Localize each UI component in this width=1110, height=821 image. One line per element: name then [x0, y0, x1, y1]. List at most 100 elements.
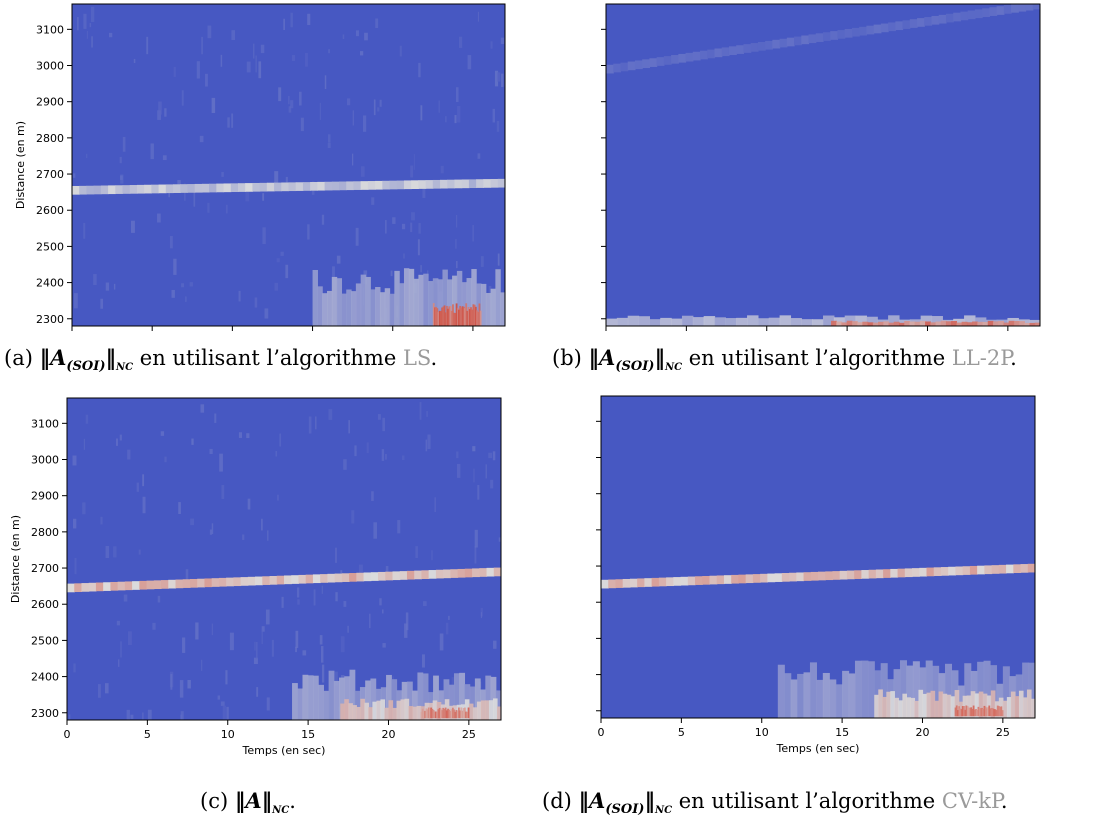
y-tick-label: 3000 — [31, 454, 59, 467]
heatmap-noise-cell — [422, 185, 426, 198]
heatmap-noise-cell — [264, 308, 269, 319]
heatmap-noise-cell — [472, 446, 476, 452]
heatmap-noise-cell — [290, 12, 293, 28]
heatmap-noise-cell — [205, 73, 208, 87]
heatmap-noise-cell — [127, 449, 131, 460]
heatmap-noise-cell — [296, 587, 300, 598]
band-cell — [95, 582, 104, 592]
heatmap-noise-cell — [90, 6, 95, 22]
heatmap-noise-cell — [147, 709, 152, 720]
blob-cell — [1026, 689, 1032, 718]
heatmap-noise-cell — [288, 106, 292, 113]
blob-cell — [867, 661, 875, 718]
heatmap-noise-cell — [220, 54, 223, 67]
heatmap-noise-cell — [348, 420, 350, 434]
heatmap-noise-cell — [142, 496, 146, 514]
heatmap-noise-cell — [500, 37, 505, 45]
band-cell — [866, 25, 875, 35]
band-cell — [490, 178, 499, 188]
y-tick-label: 2300 — [36, 313, 64, 326]
band-cell — [367, 181, 376, 190]
heatmap-noise-cell — [373, 522, 378, 539]
heatmap-noise-cell — [467, 55, 472, 70]
heatmap-noise-cell — [196, 61, 200, 79]
heatmap-noise-cell — [410, 165, 414, 178]
blob-cell — [476, 310, 478, 326]
heatmap-noise-cell — [256, 687, 259, 697]
blob-cell — [990, 690, 996, 718]
band-cell — [353, 181, 362, 190]
band-cell — [926, 567, 935, 577]
blob-cell — [979, 708, 982, 717]
heatmap-noise-cell — [142, 712, 144, 720]
blob-cell — [801, 319, 813, 326]
blob-cell — [431, 708, 434, 719]
band-cell — [1018, 4, 1027, 12]
heatmap-noise-cell — [262, 193, 265, 201]
band-cell — [218, 577, 227, 587]
blob-cell — [1008, 320, 1015, 326]
heatmap-noise-cell — [340, 675, 345, 680]
heatmap-noise-cell — [260, 44, 265, 54]
heatmap-noise-cell — [385, 220, 387, 234]
heatmap-noise-cell — [308, 416, 312, 434]
heatmap-noise-cell — [343, 459, 347, 470]
band-cell — [969, 565, 978, 575]
blob-cell — [466, 278, 472, 326]
heatmap-noise-cell — [274, 282, 279, 291]
blob-cell — [1003, 322, 1010, 326]
blob-cell — [450, 310, 453, 326]
heatmap-noise-cell — [477, 11, 479, 22]
heatmap-noise-cell — [201, 36, 203, 55]
caption-c: (c) ‖A‖NC. — [200, 788, 296, 817]
band-cell — [389, 180, 398, 190]
band-cell — [486, 567, 495, 577]
band-cell — [189, 578, 198, 588]
band-cell — [700, 50, 708, 60]
heatmap-noise-cell — [201, 659, 203, 671]
blob-cell — [352, 705, 357, 720]
heatmap-noise-cell — [456, 260, 458, 269]
heatmap-noise-cell — [457, 463, 461, 478]
blob-cell — [956, 322, 963, 326]
blob-cell — [974, 693, 980, 718]
blob-cell — [882, 696, 887, 718]
heatmap-noise-cell — [390, 270, 393, 277]
heatmap-noise-cell — [426, 411, 428, 417]
heatmap-cells-d — [601, 396, 1035, 718]
band-cell — [327, 573, 336, 583]
band-cell — [346, 181, 355, 191]
blob-cell — [996, 705, 999, 717]
heatmap-noise-cell — [492, 108, 495, 123]
heatmap-noise-cell — [418, 223, 421, 234]
heatmap-noise-cell — [100, 298, 104, 309]
blob-cell — [940, 320, 947, 326]
heatmap-noise-cell — [494, 70, 499, 87]
blob-cell — [1022, 697, 1028, 718]
blob-cell — [993, 709, 996, 717]
heatmap-noise-cell — [207, 202, 210, 213]
band-cell — [642, 59, 650, 69]
blob-cell — [292, 683, 298, 720]
x-tick-label: 5 — [144, 728, 151, 741]
heatmap-noise-cell — [207, 25, 212, 39]
heatmap-noise-cell — [485, 464, 487, 479]
band-cell — [117, 581, 126, 591]
blob-cell — [344, 676, 351, 720]
blob-cell — [982, 321, 989, 326]
heatmap-noise-cell — [142, 474, 145, 487]
heatmap-noise-cell — [211, 97, 216, 114]
blob-cell — [965, 705, 968, 717]
blob-cell — [424, 710, 427, 719]
blob-cell — [462, 708, 465, 719]
blob-cell — [423, 273, 429, 326]
blob-cell — [442, 306, 445, 326]
blob-cell — [454, 711, 457, 719]
blob-cell — [987, 320, 994, 326]
band-cell — [909, 19, 918, 28]
blob-cell — [857, 322, 863, 326]
heatmap-panel-b — [601, 3, 1041, 331]
heatmap-noise-cell — [238, 290, 241, 302]
heatmap-noise-cell — [77, 17, 79, 31]
blob-cell — [703, 316, 716, 326]
